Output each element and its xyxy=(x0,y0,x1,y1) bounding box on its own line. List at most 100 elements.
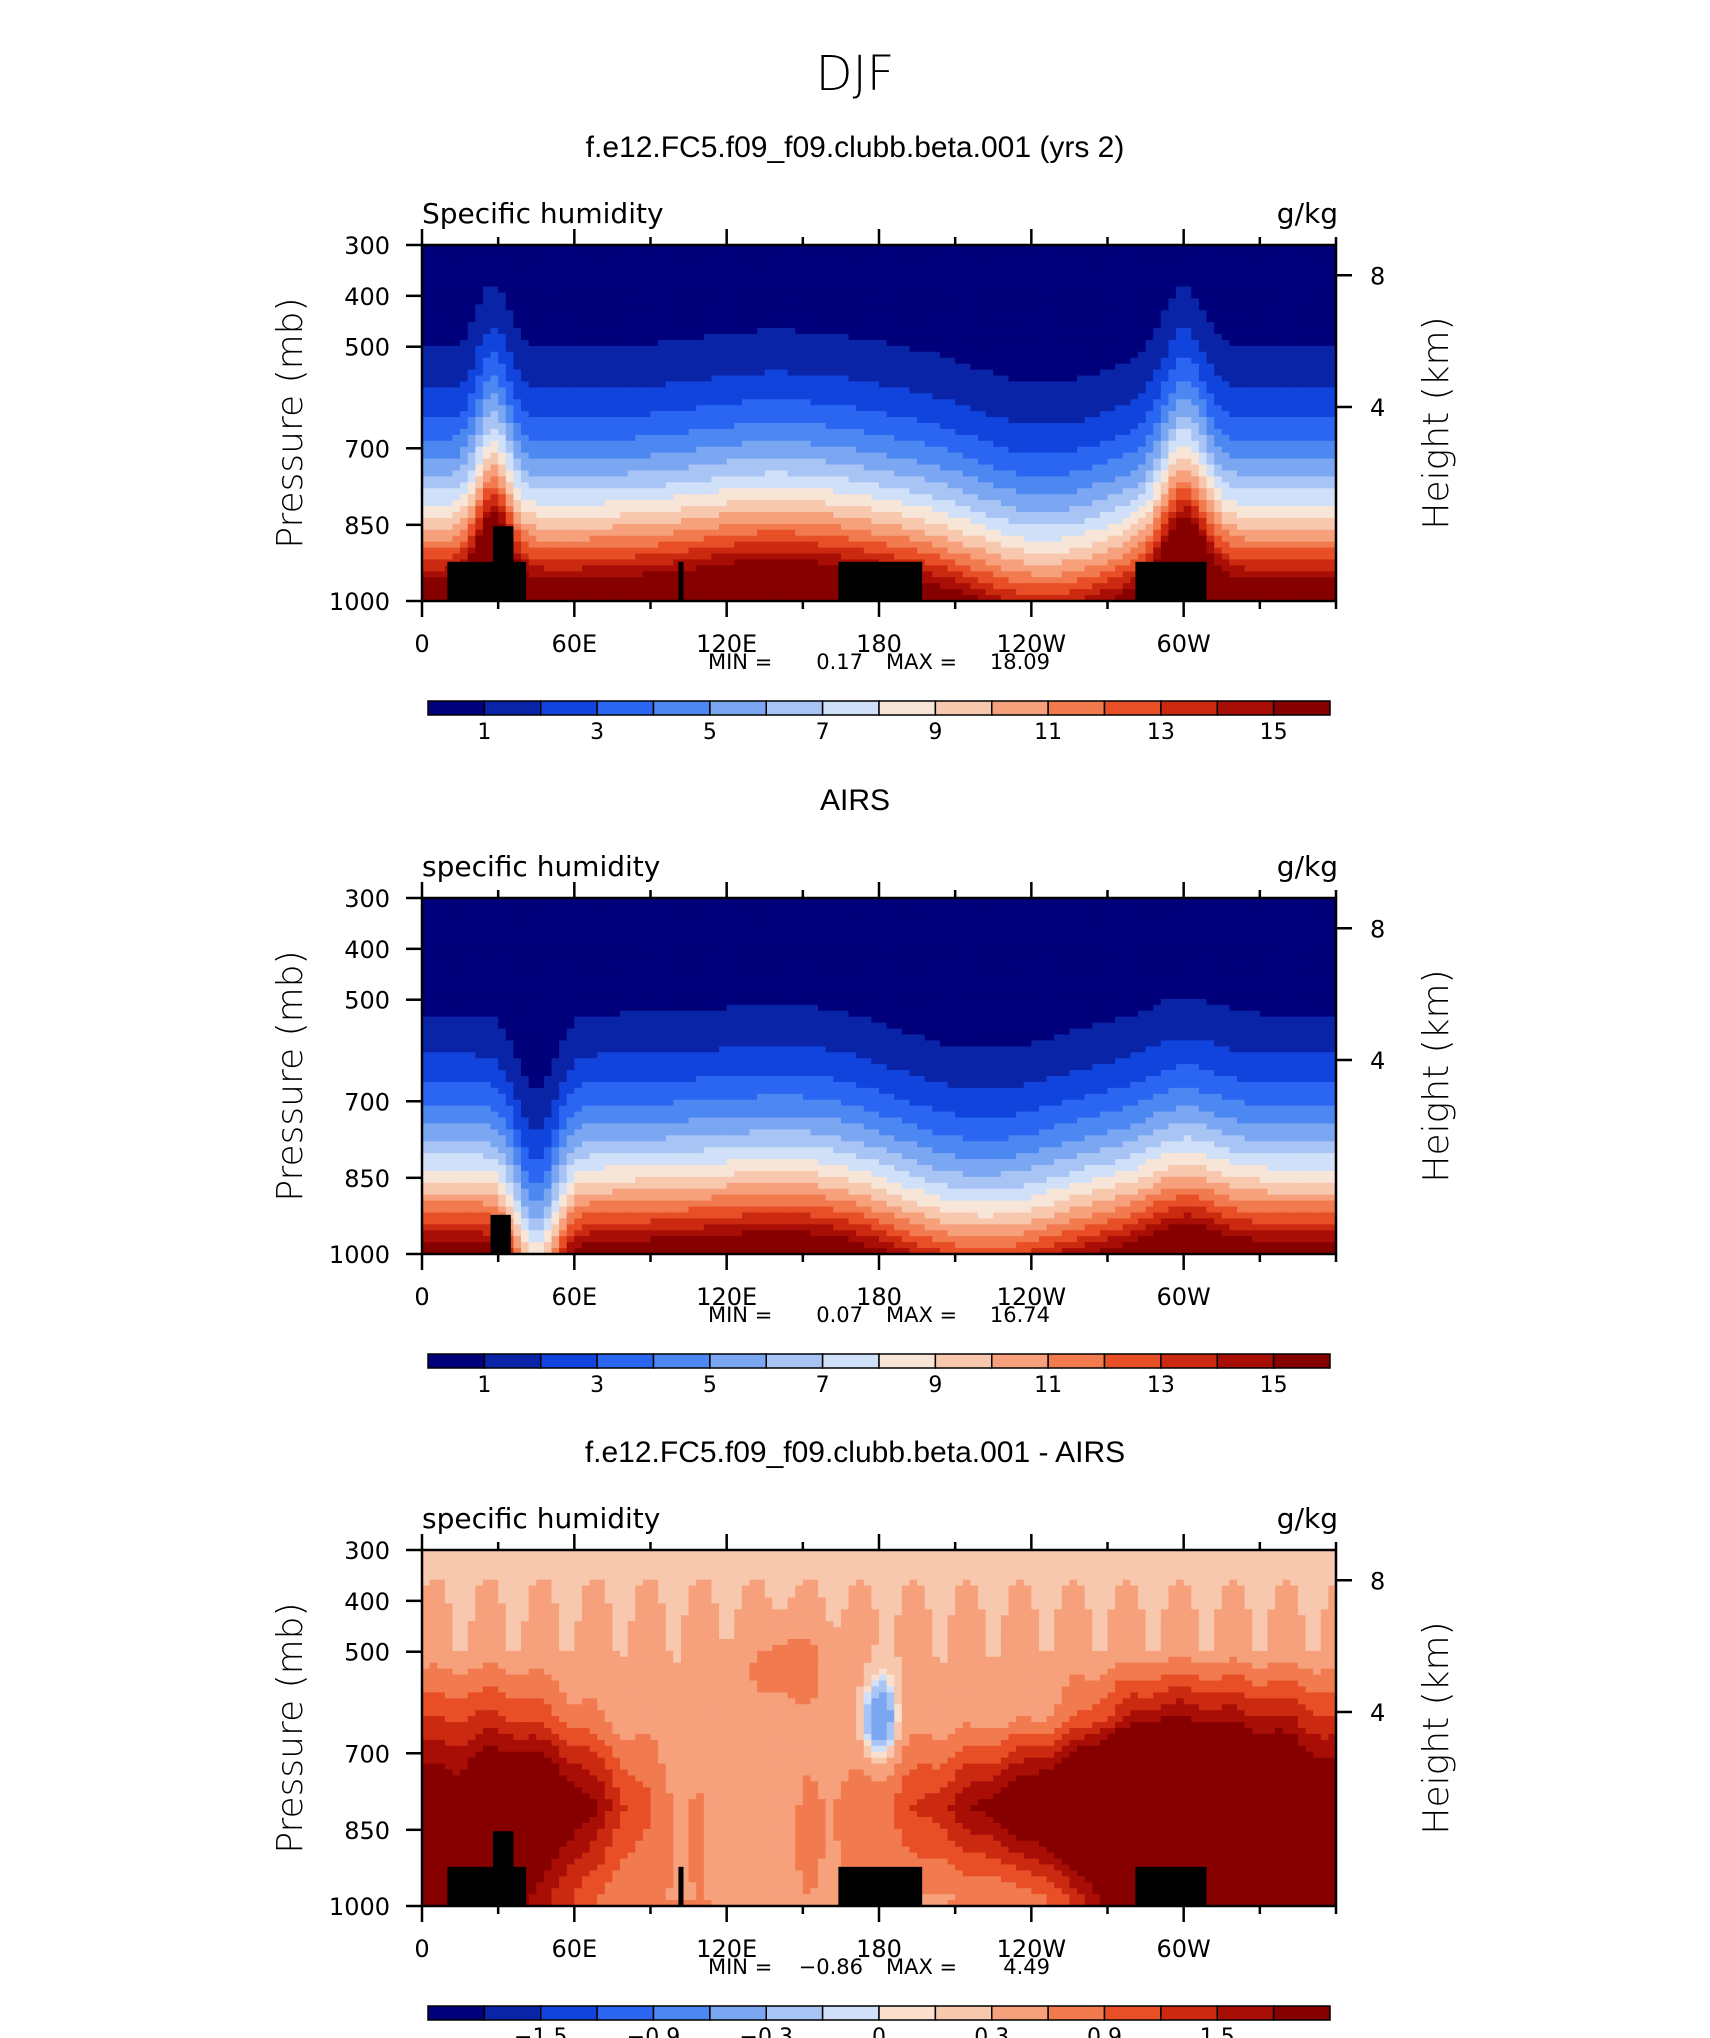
y-tick-label: 400 xyxy=(344,1588,390,1616)
panel-1: f.e12.FC5.f09_f09.clubb.beta.001 (yrs 2)… xyxy=(270,131,1457,745)
colorbar-swatch xyxy=(992,2006,1048,2020)
colorbar-swatch xyxy=(992,701,1048,715)
units-label: g/kg xyxy=(1277,197,1338,230)
colorbar-tick-label: 7 xyxy=(816,720,830,745)
colorbar-swatch xyxy=(935,701,991,715)
units-label: g/kg xyxy=(1277,850,1338,883)
y-tick-label: 850 xyxy=(344,1817,390,1845)
y-tick-label: 700 xyxy=(344,1088,390,1116)
min-value: 0.17 xyxy=(816,650,863,674)
colorbar-tick-label: 0.3 xyxy=(974,2025,1009,2038)
colorbar-tick-label: 15 xyxy=(1260,720,1288,745)
colorbar-swatch xyxy=(541,1354,597,1368)
colorbar-swatch xyxy=(1048,2006,1104,2020)
colorbar-swatch xyxy=(766,1354,822,1368)
colorbar-tick-label: 11 xyxy=(1034,720,1062,745)
panel-title: f.e12.FC5.f09_f09.clubb.beta.001 - AIRS xyxy=(585,1436,1125,1469)
colorbar-tick-label: 9 xyxy=(928,1373,942,1398)
colorbar-tick-label: −0.9 xyxy=(627,2025,680,2038)
y-axis-title: Pressure (mb) xyxy=(270,297,311,548)
colorbar-swatch xyxy=(428,1354,484,1368)
colorbar-swatch xyxy=(710,2006,766,2020)
colorbar-swatch xyxy=(710,701,766,715)
x-tick-label: 0 xyxy=(414,1283,429,1311)
x-tick-label: 0 xyxy=(414,1935,429,1963)
colorbar-swatch xyxy=(484,701,540,715)
colorbar: −1.5 −0.9 −0.3 0 0.3 0.9 1.5 xyxy=(428,2006,1330,2038)
colorbar-tick-label: 7 xyxy=(816,1373,830,1398)
colorbar-tick-label: −0.3 xyxy=(740,2025,793,2038)
units-label: g/kg xyxy=(1277,1502,1338,1535)
y-tick-label: 300 xyxy=(344,885,390,913)
y-right-tick-label: 4 xyxy=(1370,1047,1385,1075)
colorbar-swatch xyxy=(992,1354,1048,1368)
panel-title: AIRS xyxy=(820,784,890,817)
y-right-tick-label: 8 xyxy=(1370,915,1385,943)
colorbar-swatch xyxy=(1161,1354,1217,1368)
min-label: MIN = xyxy=(708,650,772,674)
colorbar-swatch xyxy=(823,2006,879,2020)
max-label: MAX = xyxy=(886,1303,957,1327)
max-value: 16.74 xyxy=(990,1303,1050,1327)
max-value: 18.09 xyxy=(990,650,1050,674)
y-right-tick-label: 8 xyxy=(1370,1567,1385,1595)
y-right-axis-title: Height (km) xyxy=(1416,1621,1457,1834)
x-tick-label: 60E xyxy=(551,1283,597,1311)
contour-field xyxy=(422,245,1337,602)
colorbar-swatch xyxy=(1274,2006,1330,2020)
y-tick-label: 500 xyxy=(344,1639,390,1667)
colorbar-swatch xyxy=(879,701,935,715)
colorbar-swatch xyxy=(1217,701,1273,715)
colorbar-swatch xyxy=(484,2006,540,2020)
y-tick-label: 300 xyxy=(344,232,390,260)
colorbar-swatch xyxy=(879,1354,935,1368)
x-tick-label: 60W xyxy=(1157,1283,1211,1311)
y-tick-label: 400 xyxy=(344,936,390,964)
y-tick-label: 700 xyxy=(344,435,390,463)
colorbar-swatch xyxy=(1105,1354,1161,1368)
topography-mask xyxy=(491,1215,511,1255)
colorbar-swatch xyxy=(1217,2006,1273,2020)
min-value: 0.07 xyxy=(816,1303,863,1327)
min-label: MIN = xyxy=(708,1955,772,1979)
variable-label: specific humidity xyxy=(422,850,660,883)
y-right-axis-title: Height (km) xyxy=(1416,969,1457,1182)
colorbar-swatch xyxy=(428,2006,484,2020)
main-title: DJF xyxy=(816,46,895,102)
contour-field xyxy=(422,898,1337,1255)
y-tick-label: 1000 xyxy=(329,1241,390,1269)
panel-title: f.e12.FC5.f09_f09.clubb.beta.001 (yrs 2) xyxy=(586,131,1125,164)
colorbar-tick-label: 13 xyxy=(1147,720,1175,745)
x-tick-label: 60E xyxy=(551,630,597,658)
colorbar-swatch xyxy=(766,701,822,715)
colorbar: 1 3 5 7 9 11 13 15 xyxy=(428,1354,1330,1398)
y-tick-label: 400 xyxy=(344,283,390,311)
x-tick-label: 0 xyxy=(414,630,429,658)
y-tick-label: 850 xyxy=(344,512,390,540)
colorbar-swatch xyxy=(823,701,879,715)
y-tick-label: 1000 xyxy=(329,1893,390,1921)
colorbar-tick-label: 1.5 xyxy=(1200,2025,1235,2038)
y-axis-title: Pressure (mb) xyxy=(270,950,311,1201)
colorbar-swatch xyxy=(541,2006,597,2020)
min-value: −0.86 xyxy=(799,1955,863,1979)
colorbar-tick-label: 15 xyxy=(1260,1373,1288,1398)
colorbar-swatch xyxy=(541,701,597,715)
colorbar-swatch xyxy=(484,1354,540,1368)
colorbar-tick-label: −1.5 xyxy=(514,2025,567,2038)
colorbar-swatch xyxy=(935,2006,991,2020)
panel-3: f.e12.FC5.f09_f09.clubb.beta.001 - AIRSs… xyxy=(270,1436,1457,2038)
colorbar-tick-label: 1 xyxy=(477,1373,491,1398)
min-label: MIN = xyxy=(708,1303,772,1327)
colorbar-swatch xyxy=(654,2006,710,2020)
colorbar-swatch xyxy=(654,701,710,715)
y-tick-label: 700 xyxy=(344,1740,390,1768)
colorbar-swatch xyxy=(710,1354,766,1368)
colorbar-tick-label: 5 xyxy=(703,1373,717,1398)
colorbar-swatch xyxy=(654,1354,710,1368)
max-value: 4.49 xyxy=(1003,1955,1050,1979)
max-label: MAX = xyxy=(886,1955,957,1979)
colorbar-swatch xyxy=(1161,701,1217,715)
colorbar-swatch xyxy=(1274,1354,1330,1368)
